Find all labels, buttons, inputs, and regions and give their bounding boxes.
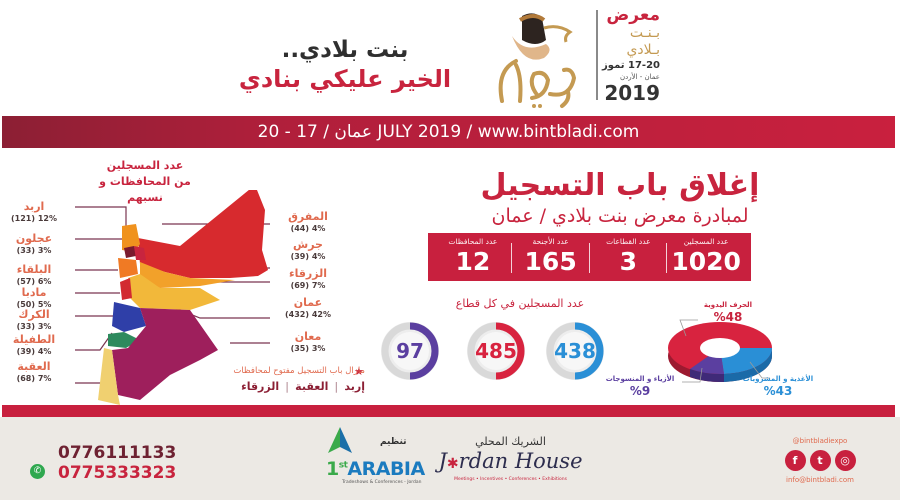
region-aqaba [98,348,120,405]
jordan-star-icon: ✱ [446,456,459,472]
region-madaba [120,278,132,300]
social-icons: f t ◎ [770,450,870,471]
tagline-line1: بنت بلادي.. [281,37,409,63]
logo-location: عمان - الأردن [619,73,660,81]
region-jerash [134,246,146,260]
still-open-text: مازال باب التسجيل مفتوح لمحافظات [233,366,365,376]
gov-label-karak: الكرك 3% (33) [16,308,52,331]
social-block: @bintbladiexpo f t ◎ info@bintbladi.com [770,435,870,486]
map-title: عدد المسجلين من المحافظات و نسبهم [90,158,200,206]
announcement: إغلاق باب التسجيل لمبادرة معرض بنت بلادي… [470,168,770,228]
arabia-triangle-icon [328,427,352,453]
partner-brand: J✱rdan House [438,449,583,473]
region-mafraq [138,190,268,278]
region-irbid [122,224,140,252]
gauge-food-value: 438 [554,339,596,363]
logo-dates: 17-20 تموز [602,60,660,71]
gov-label-madaba: مادبا 5% (50) [16,286,52,309]
gauge-food: 438 [544,320,606,382]
open-cities: إربد|العقبة|الزرقاء [241,380,365,393]
gauge-crafts-value: 485 [475,339,517,363]
logo-text-block: معرض بـنـت بـلادي 17-20 تموز عمان - الأر… [600,5,660,105]
open-city-zarqa: الزرقاء [241,380,280,393]
pie-label-fashion: الأزياء و المنسوجات %9 [605,375,675,398]
gauge-crafts: 485 [465,320,527,382]
instagram-icon[interactable]: ◎ [834,450,856,471]
stats-bar: عدد المسجلين 1020 عدد القطاعات 3 عدد الأ… [428,233,751,281]
gauge-fashion-value: 97 [396,339,424,363]
gauge-fashion: 97 [379,320,441,382]
still-open-notice: مازال باب التسجيل مفتوح لمحافظات إربد|ال… [205,365,365,397]
gov-label-maan: معان 3% (35) [290,330,326,353]
footer-bar [2,405,895,417]
logo-name-line1: بـنـت [629,25,660,41]
stat-governorates: عدد المحافظات 12 [434,237,512,277]
logo-exhibition-word: معرض [606,5,660,25]
donut-chart-icon [668,319,773,383]
gauge-ring-icon [381,322,439,380]
phone-1[interactable]: 0776111133 [58,443,177,463]
gauge-ring-icon [546,322,604,380]
gov-label-mafraq: المفرق 4% (44) [288,210,328,233]
whatsapp-icon: ✆ [30,464,45,479]
date-url-banner: عمان / 17 - 20 JULY 2019 / www.bintbladi… [2,116,895,148]
organizer-label: تنظيم [380,437,407,447]
gauge-ring-icon [467,322,525,380]
phone-2[interactable]: 0775333323 [58,463,177,483]
pie-label-crafts: الحرف اليدوية %48 [703,301,753,324]
stat-booths: عدد الأجنحة 165 [512,237,590,277]
logo-name-line2: بـلادي [626,42,660,58]
region-zarqa [140,262,235,288]
sector-donut-chart [650,306,790,396]
announcement-headline: إغلاق باب التسجيل [480,168,760,203]
region-amman [128,274,220,310]
bint-bladi-logo [482,6,594,110]
map-title-line2: من المحافظات و نسبهم [99,175,191,204]
region-maan [112,308,218,400]
region-ajloun [124,246,136,258]
organizer-logo: تنظيم 1stARABIA Tradeshows & Conferences… [320,425,445,490]
partner-label: الشريك المحلي [475,435,546,448]
sector-title: عدد المسجلين في كل قطاع [455,297,585,310]
facebook-icon[interactable]: f [784,450,806,471]
open-city-aqaba: العقبة [295,380,329,393]
organizer-subtitle: Tradeshows & Conferences - Jordan [342,480,422,485]
social-handle[interactable]: @bintbladiexpo [792,437,848,445]
jordan-governorates-map [75,190,270,405]
twitter-icon[interactable]: t [809,450,831,471]
announcement-subheadline: لمبادرة معرض بنت بلادي / عمان [491,205,749,227]
stat-registrants: عدد المسجلين 1020 [671,237,741,276]
gov-label-tafilah: الطفيلة 4% (39) [12,333,56,356]
gov-label-amman: عمان 42% (432) [285,296,331,319]
pie-label-food: الأغذية و المشروبات %43 [742,375,814,398]
calligraphy-logo-icon [498,13,577,108]
logo-year: 2019 [604,81,660,105]
stat-sectors: عدد القطاعات 3 [590,237,668,277]
gov-label-irbid: اربد 12% (121) [11,200,57,223]
region-balqa [118,258,138,278]
star-icon: ★ [354,365,364,378]
gov-label-aqaba: العقبة 7% (68) [16,360,52,383]
gov-label-jerash: جرش 4% (39) [290,238,326,261]
gov-label-balqa: البلقاء 6% (57) [16,263,52,286]
partner-logo: الشريك المحلي J✱rdan House Meetings • In… [438,435,583,490]
contact-email[interactable]: info@bintbladi.com [786,476,854,484]
organizer-brand: 1stARABIA [326,458,425,480]
footer [0,417,900,500]
logo-divider [596,10,598,100]
tagline: بنت بلادي.. الخير عليكي بنادي [230,36,460,94]
open-city-irbid: إربد [344,380,365,393]
gov-label-zarqa: الزرقاء 7% (69) [288,267,328,290]
tagline-line2: الخير عليكي بنادي [238,65,452,93]
gov-label-ajloun: عجلون 3% (33) [15,232,53,255]
map-title-line1: عدد المسجلين [106,159,184,172]
region-karak [112,302,146,332]
partner-subtitle: Meetings • Incentives • Conferences • Ex… [454,477,567,482]
phone-numbers: 0776111133 0775333323 [58,443,176,483]
